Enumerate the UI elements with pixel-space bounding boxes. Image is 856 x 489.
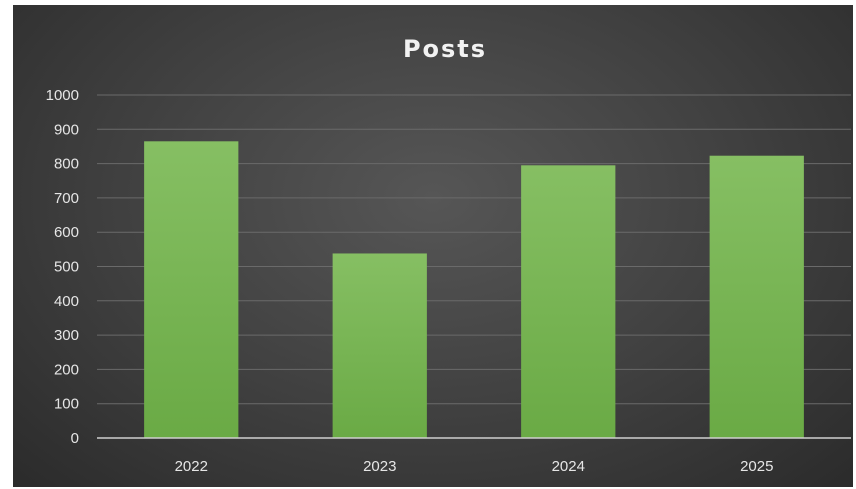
- bar-2025: [709, 155, 804, 438]
- y-tick-label: 700: [54, 190, 79, 207]
- chart-frame: Posts 0 100 200 300 400 500 600 700 800 900 1000 2…: [13, 5, 853, 487]
- x-category-label: 2025: [740, 458, 773, 475]
- bar-2024: [521, 165, 616, 438]
- y-tick-label: 400: [54, 293, 79, 310]
- y-tick-label: 100: [54, 396, 79, 413]
- y-axis-tick-labels: 0 100 200 300 400 500 600 700 800 900 1000: [46, 87, 79, 447]
- y-tick-label: 0: [71, 430, 79, 447]
- bar-2022: [144, 141, 239, 438]
- y-tick-label: 1000: [46, 87, 79, 104]
- y-tick-label: 200: [54, 361, 79, 378]
- bar-2023: [332, 253, 427, 438]
- y-tick-label: 500: [54, 259, 79, 276]
- y-tick-label: 600: [54, 224, 79, 241]
- x-category-label: 2022: [175, 458, 208, 475]
- y-tick-label: 800: [54, 156, 79, 173]
- chart-title: Posts: [403, 35, 487, 63]
- bars: [144, 141, 804, 438]
- x-category-label: 2023: [363, 458, 396, 475]
- bar-chart: Posts 0 100 200 300 400 500 600 700 800 900 1000 2…: [46, 35, 851, 475]
- x-axis-category-labels: 2022 2023 2024 2025: [175, 458, 774, 475]
- y-tick-label: 900: [54, 121, 79, 138]
- x-category-label: 2024: [552, 458, 585, 475]
- y-tick-label: 300: [54, 327, 79, 344]
